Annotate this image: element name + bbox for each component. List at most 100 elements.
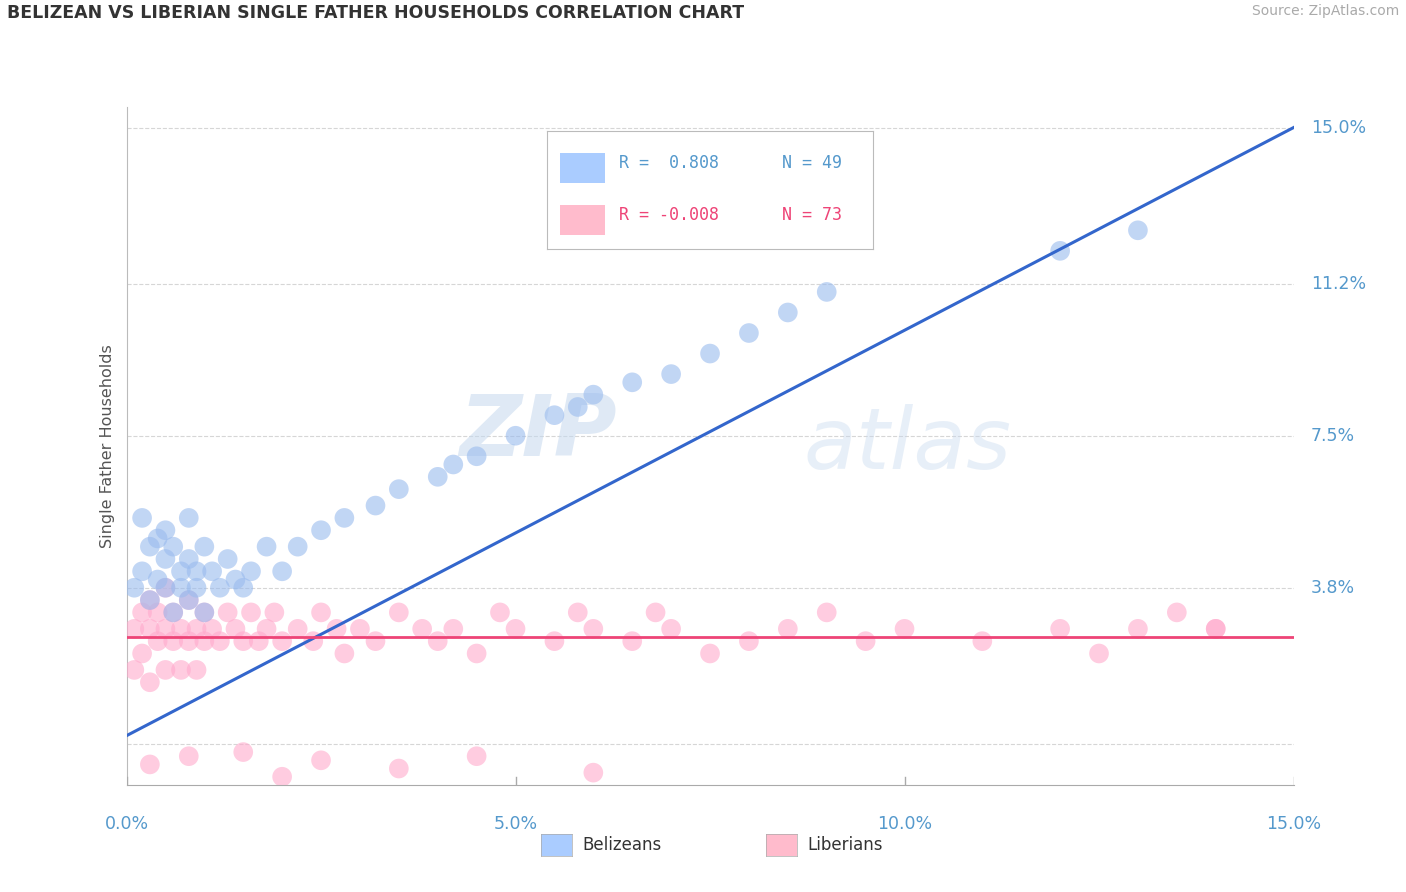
Text: 11.2%: 11.2% bbox=[1310, 275, 1367, 293]
Point bbox=[217, 606, 239, 620]
Point bbox=[193, 634, 215, 648]
Text: Liberians: Liberians bbox=[807, 836, 883, 855]
Point bbox=[621, 634, 644, 648]
Point bbox=[543, 634, 565, 648]
Point bbox=[815, 285, 838, 299]
Point bbox=[364, 499, 387, 513]
Point bbox=[388, 482, 411, 496]
Point bbox=[193, 540, 215, 554]
Point bbox=[240, 606, 263, 620]
Y-axis label: Single Father Households: Single Father Households bbox=[100, 344, 115, 548]
Point bbox=[208, 634, 231, 648]
Point bbox=[201, 564, 224, 578]
Point bbox=[505, 428, 527, 442]
Point bbox=[224, 622, 246, 636]
Point bbox=[177, 552, 200, 566]
Point bbox=[699, 647, 721, 661]
Point bbox=[240, 564, 263, 578]
Point bbox=[582, 387, 605, 401]
Point bbox=[893, 622, 915, 636]
Point bbox=[1088, 647, 1111, 661]
Point bbox=[124, 581, 146, 595]
Point bbox=[177, 593, 200, 607]
Text: N = 49: N = 49 bbox=[782, 153, 842, 172]
Point bbox=[256, 540, 278, 554]
Point bbox=[287, 540, 309, 554]
Point bbox=[776, 305, 799, 319]
Point bbox=[465, 450, 488, 464]
Point bbox=[388, 606, 411, 620]
Point bbox=[302, 634, 325, 648]
Text: 3.8%: 3.8% bbox=[1310, 579, 1355, 597]
Bar bbox=[560, 205, 606, 235]
Point bbox=[155, 622, 177, 636]
Point bbox=[543, 408, 565, 422]
Point bbox=[146, 634, 169, 648]
Point bbox=[131, 564, 153, 578]
Point bbox=[465, 749, 488, 764]
Text: 15.0%: 15.0% bbox=[1310, 119, 1367, 136]
Point bbox=[124, 622, 146, 636]
Point bbox=[567, 606, 589, 620]
Point bbox=[489, 606, 512, 620]
Point bbox=[621, 376, 644, 390]
Point bbox=[170, 663, 193, 677]
Point bbox=[193, 606, 215, 620]
Point bbox=[1205, 622, 1227, 636]
Point bbox=[146, 606, 169, 620]
Point bbox=[139, 593, 162, 607]
Point bbox=[441, 622, 464, 636]
Point bbox=[333, 511, 356, 525]
Text: N = 73: N = 73 bbox=[782, 206, 842, 224]
Point bbox=[309, 753, 332, 767]
Point bbox=[193, 606, 215, 620]
Bar bbox=[560, 153, 606, 183]
Point bbox=[271, 634, 294, 648]
Point bbox=[186, 581, 208, 595]
Point bbox=[177, 634, 200, 648]
Point bbox=[232, 745, 254, 759]
Point bbox=[263, 606, 285, 620]
Text: Belizeans: Belizeans bbox=[582, 836, 661, 855]
Text: R = -0.008: R = -0.008 bbox=[619, 206, 718, 224]
Point bbox=[139, 593, 162, 607]
Text: R =  0.808: R = 0.808 bbox=[619, 153, 718, 172]
Text: Source: ZipAtlas.com: Source: ZipAtlas.com bbox=[1251, 4, 1399, 19]
Point bbox=[155, 663, 177, 677]
Point bbox=[256, 622, 278, 636]
Point bbox=[815, 606, 838, 620]
Point bbox=[177, 749, 200, 764]
Point bbox=[659, 622, 682, 636]
Text: 7.5%: 7.5% bbox=[1310, 426, 1355, 445]
Point bbox=[287, 622, 309, 636]
Point bbox=[186, 663, 208, 677]
Text: 10.0%: 10.0% bbox=[877, 815, 932, 833]
Point bbox=[170, 622, 193, 636]
Point bbox=[162, 634, 184, 648]
Point bbox=[170, 581, 193, 595]
Text: 5.0%: 5.0% bbox=[494, 815, 537, 833]
Point bbox=[738, 634, 761, 648]
Point bbox=[644, 606, 666, 620]
Point bbox=[155, 552, 177, 566]
Text: atlas: atlas bbox=[803, 404, 1011, 488]
Point bbox=[505, 622, 527, 636]
Point bbox=[1205, 622, 1227, 636]
Point bbox=[426, 634, 449, 648]
Point bbox=[855, 634, 877, 648]
Point bbox=[441, 458, 464, 472]
Point bbox=[465, 647, 488, 661]
Point bbox=[776, 622, 799, 636]
Point bbox=[177, 511, 200, 525]
Point bbox=[139, 622, 162, 636]
Point bbox=[247, 634, 270, 648]
Point bbox=[131, 511, 153, 525]
Point bbox=[567, 400, 589, 414]
Point bbox=[1049, 622, 1071, 636]
Point bbox=[201, 622, 224, 636]
Text: ZIP: ZIP bbox=[458, 391, 617, 474]
Point bbox=[155, 581, 177, 595]
Point bbox=[208, 581, 231, 595]
Point bbox=[309, 606, 332, 620]
Point bbox=[364, 634, 387, 648]
